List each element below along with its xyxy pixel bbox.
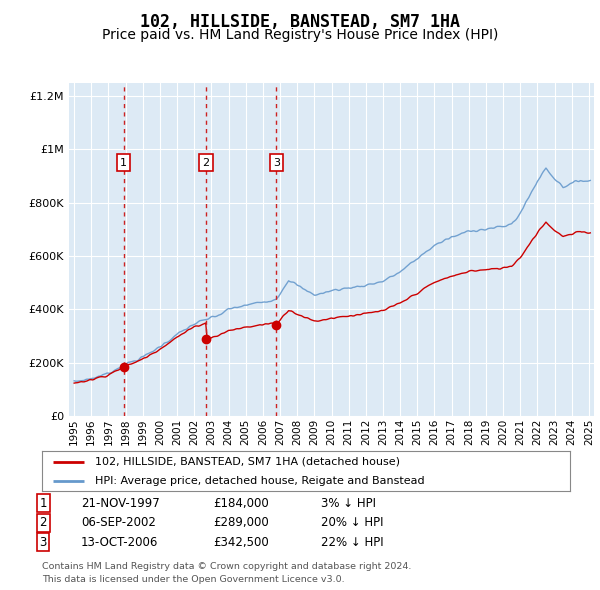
Text: 20% ↓ HPI: 20% ↓ HPI <box>321 516 383 529</box>
Text: Price paid vs. HM Land Registry's House Price Index (HPI): Price paid vs. HM Land Registry's House … <box>102 28 498 42</box>
Text: 2: 2 <box>202 158 209 168</box>
Text: Contains HM Land Registry data © Crown copyright and database right 2024.: Contains HM Land Registry data © Crown c… <box>42 562 412 571</box>
Text: 06-SEP-2002: 06-SEP-2002 <box>81 516 156 529</box>
Text: 3: 3 <box>40 536 47 549</box>
Text: This data is licensed under the Open Government Licence v3.0.: This data is licensed under the Open Gov… <box>42 575 344 584</box>
Text: 22% ↓ HPI: 22% ↓ HPI <box>321 536 383 549</box>
Text: 13-OCT-2006: 13-OCT-2006 <box>81 536 158 549</box>
Text: £184,000: £184,000 <box>213 497 269 510</box>
Text: 1: 1 <box>120 158 127 168</box>
Text: 102, HILLSIDE, BANSTEAD, SM7 1HA (detached house): 102, HILLSIDE, BANSTEAD, SM7 1HA (detach… <box>95 457 400 467</box>
Text: 21-NOV-1997: 21-NOV-1997 <box>81 497 160 510</box>
Text: 3% ↓ HPI: 3% ↓ HPI <box>321 497 376 510</box>
Text: £289,000: £289,000 <box>213 516 269 529</box>
Text: 2: 2 <box>40 516 47 529</box>
Text: 1: 1 <box>40 497 47 510</box>
Text: 102, HILLSIDE, BANSTEAD, SM7 1HA: 102, HILLSIDE, BANSTEAD, SM7 1HA <box>140 13 460 31</box>
Text: £342,500: £342,500 <box>213 536 269 549</box>
Text: 3: 3 <box>273 158 280 168</box>
Text: HPI: Average price, detached house, Reigate and Banstead: HPI: Average price, detached house, Reig… <box>95 476 424 486</box>
